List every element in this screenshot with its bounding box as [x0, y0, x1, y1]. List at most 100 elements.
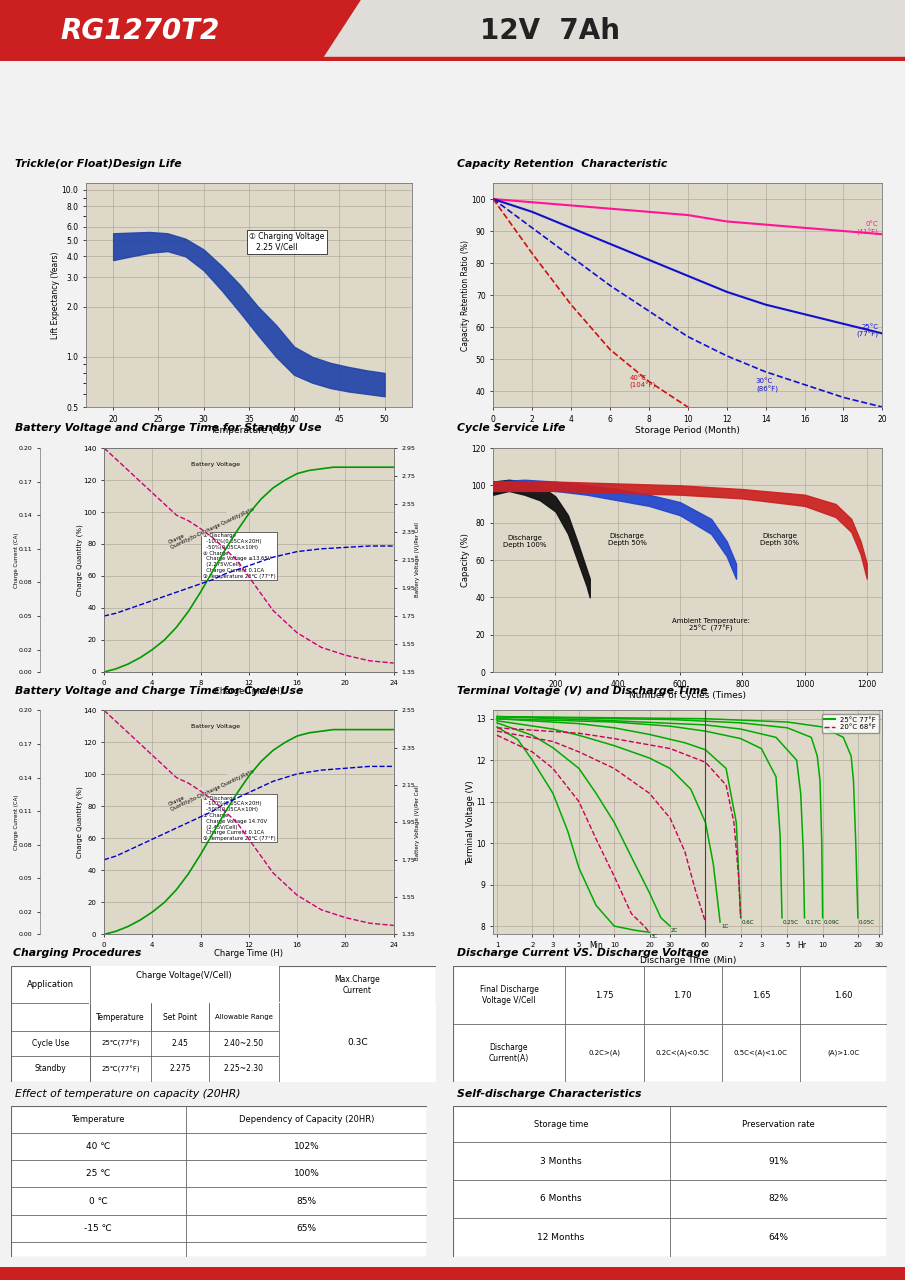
Text: Preservation rate: Preservation rate	[742, 1120, 814, 1129]
Y-axis label: Charge Current (CA): Charge Current (CA)	[14, 532, 19, 588]
Text: Allowable Range: Allowable Range	[214, 1014, 272, 1020]
Text: Charging Procedures: Charging Procedures	[14, 948, 142, 957]
Text: 65%: 65%	[296, 1224, 317, 1233]
Text: 82%: 82%	[768, 1194, 788, 1203]
Text: (A)>1.0C: (A)>1.0C	[827, 1050, 860, 1056]
Text: Max.Charge
Current: Max.Charge Current	[335, 975, 380, 995]
Text: 0°C
(41°F): 0°C (41°F)	[857, 221, 879, 236]
Text: 0 ℃: 0 ℃	[89, 1197, 108, 1206]
Text: Trickle(or Float)Design Life: Trickle(or Float)Design Life	[14, 159, 182, 169]
Text: Standby: Standby	[34, 1065, 66, 1074]
Y-axis label: Charge Quantity (%): Charge Quantity (%)	[76, 524, 83, 596]
Text: 0.17C: 0.17C	[805, 920, 822, 925]
Y-axis label: Lift Expectancy (Years): Lift Expectancy (Years)	[51, 251, 60, 339]
X-axis label: Storage Period (Month): Storage Period (Month)	[635, 426, 740, 435]
Text: Discharge Current VS. Discharge Voltage: Discharge Current VS. Discharge Voltage	[457, 948, 709, 957]
Text: 12V  7Ah: 12V 7Ah	[480, 17, 620, 45]
Text: 0.2C>(A): 0.2C>(A)	[588, 1050, 621, 1056]
Text: 3 Months: 3 Months	[540, 1157, 582, 1166]
Bar	[279, 1004, 436, 1082]
Text: Capacity Retention  Characteristic: Capacity Retention Characteristic	[457, 159, 667, 169]
Text: 6 Months: 6 Months	[540, 1194, 582, 1203]
Text: 1C: 1C	[721, 924, 729, 929]
Text: 0.6C: 0.6C	[742, 920, 754, 925]
Text: Charge Voltage(V/Cell): Charge Voltage(V/Cell)	[137, 972, 232, 980]
Text: 102%: 102%	[293, 1142, 319, 1151]
Text: Effect of temperature on capacity (20HR): Effect of temperature on capacity (20HR)	[14, 1089, 240, 1098]
Text: 91%: 91%	[768, 1157, 788, 1166]
Text: 1.60: 1.60	[834, 991, 853, 1000]
Y-axis label: Capacity Retention Ratio (%): Capacity Retention Ratio (%)	[461, 239, 470, 351]
Text: Application: Application	[26, 980, 74, 989]
Bar	[0, 56, 905, 61]
Text: Set Point: Set Point	[163, 1012, 197, 1021]
Text: Final Discharge
Voltage V/Cell: Final Discharge Voltage V/Cell	[480, 986, 538, 1005]
Y-axis label: Charge Current (CA): Charge Current (CA)	[14, 795, 19, 850]
X-axis label: Charge Time (H): Charge Time (H)	[214, 950, 283, 959]
Text: 0.09C: 0.09C	[824, 920, 840, 925]
Text: Temperature: Temperature	[96, 1012, 145, 1021]
Text: 100%: 100%	[293, 1170, 319, 1179]
Text: 25 ℃: 25 ℃	[86, 1170, 110, 1179]
Y-axis label: Capacity (%): Capacity (%)	[461, 532, 470, 588]
Text: Discharge
Depth 50%: Discharge Depth 50%	[607, 532, 646, 547]
Bar	[90, 966, 279, 1004]
Y-axis label: Terminal Voltage (V): Terminal Voltage (V)	[465, 780, 474, 865]
Text: Battery Voltage and Charge Time for Standby Use: Battery Voltage and Charge Time for Stan…	[15, 422, 321, 433]
Text: Cycle Use: Cycle Use	[32, 1039, 69, 1048]
Text: 3C: 3C	[651, 934, 658, 940]
Text: 25℃(77°F): 25℃(77°F)	[101, 1039, 139, 1047]
Text: 25°C
(77°F): 25°C (77°F)	[856, 324, 879, 338]
Text: 2.40~2.50: 2.40~2.50	[224, 1039, 263, 1048]
Text: ① Discharge
  -100%(0.05CA×20H)
  -50%(0.05CA×10H)
② Charge
  Charge Voltage ≤13: ① Discharge -100%(0.05CA×20H) -50%(0.05C…	[203, 534, 275, 579]
Text: Self-discharge Characteristics: Self-discharge Characteristics	[456, 1089, 641, 1098]
Text: Battery Voltage: Battery Voltage	[191, 724, 240, 730]
Text: Charge
Quantity(to-Discharge Quantity)Ratio: Charge Quantity(to-Discharge Quantity)Ra…	[167, 764, 255, 813]
Text: 25℃(77°F): 25℃(77°F)	[101, 1065, 139, 1073]
Text: 2.45: 2.45	[172, 1039, 188, 1048]
Y-axis label: Battery Voltage (V)/Per Cell: Battery Voltage (V)/Per Cell	[415, 785, 420, 860]
Text: Storage time: Storage time	[534, 1120, 588, 1129]
Text: RG1270T2: RG1270T2	[61, 17, 220, 45]
Text: Battery Voltage: Battery Voltage	[191, 462, 240, 467]
Text: 40°C
(104°F): 40°C (104°F)	[630, 375, 656, 389]
Text: 0.25C: 0.25C	[783, 920, 799, 925]
X-axis label: Number of Cycles (Times): Number of Cycles (Times)	[629, 691, 747, 700]
Legend: 25°C 77°F, 20°C 68°F: 25°C 77°F, 20°C 68°F	[822, 714, 879, 733]
X-axis label: Charge Time (H): Charge Time (H)	[214, 687, 283, 696]
Text: 1.65: 1.65	[752, 991, 770, 1000]
X-axis label: Discharge Time (Min): Discharge Time (Min)	[640, 956, 736, 965]
Text: Charge
Quantity(to-Discharge Quantity)Ratio: Charge Quantity(to-Discharge Quantity)Ra…	[167, 502, 255, 550]
Y-axis label: Charge Quantity (%): Charge Quantity (%)	[76, 786, 83, 859]
Y-axis label: Battery Voltage (V)/Per Cell: Battery Voltage (V)/Per Cell	[415, 522, 420, 598]
Text: 30°C
(86°F): 30°C (86°F)	[756, 378, 778, 393]
Text: -15 ℃: -15 ℃	[84, 1224, 112, 1233]
Text: 0.3C: 0.3C	[348, 1038, 367, 1047]
Text: Discharge
Depth 30%: Discharge Depth 30%	[760, 532, 799, 547]
Polygon shape	[0, 0, 360, 61]
Text: 85%: 85%	[296, 1197, 317, 1206]
Text: ① Discharge
  -100%(0.05CA×20H)
  -50%(0.05CA×10H)
② Charge
  Charge Voltage 14.: ① Discharge -100%(0.05CA×20H) -50%(0.05C…	[203, 795, 275, 841]
Text: Temperature: Temperature	[71, 1115, 125, 1124]
X-axis label: Temperature (°C): Temperature (°C)	[210, 426, 288, 435]
Text: 2C: 2C	[672, 928, 679, 933]
Text: 1.70: 1.70	[673, 991, 692, 1000]
Text: Terminal Voltage (V) and Discharge Time: Terminal Voltage (V) and Discharge Time	[457, 686, 708, 696]
Text: Dependency of Capacity (20HR): Dependency of Capacity (20HR)	[239, 1115, 374, 1124]
Text: Min: Min	[589, 941, 603, 950]
Text: Discharge
Depth 100%: Discharge Depth 100%	[502, 535, 546, 548]
Text: 1.75: 1.75	[595, 991, 614, 1000]
Text: 12 Months: 12 Months	[538, 1233, 585, 1242]
Text: Hr: Hr	[797, 941, 806, 950]
Text: Battery Voltage and Charge Time for Cycle Use: Battery Voltage and Charge Time for Cycl…	[15, 686, 303, 696]
Text: 2.25~2.30: 2.25~2.30	[224, 1065, 263, 1074]
Text: 0.5C<(A)<1.0C: 0.5C<(A)<1.0C	[734, 1050, 788, 1056]
Text: 40 ℃: 40 ℃	[86, 1142, 110, 1151]
Text: 0.2C<(A)<0.5C: 0.2C<(A)<0.5C	[656, 1050, 710, 1056]
Text: Discharge
Current(A): Discharge Current(A)	[489, 1043, 529, 1062]
Text: 64%: 64%	[768, 1233, 788, 1242]
Text: Cycle Service Life: Cycle Service Life	[457, 422, 566, 433]
Text: 0.05C: 0.05C	[859, 920, 875, 925]
Text: ① Charging Voltage
   2.25 V/Cell: ① Charging Voltage 2.25 V/Cell	[249, 232, 324, 252]
Text: 2.275: 2.275	[169, 1065, 191, 1074]
